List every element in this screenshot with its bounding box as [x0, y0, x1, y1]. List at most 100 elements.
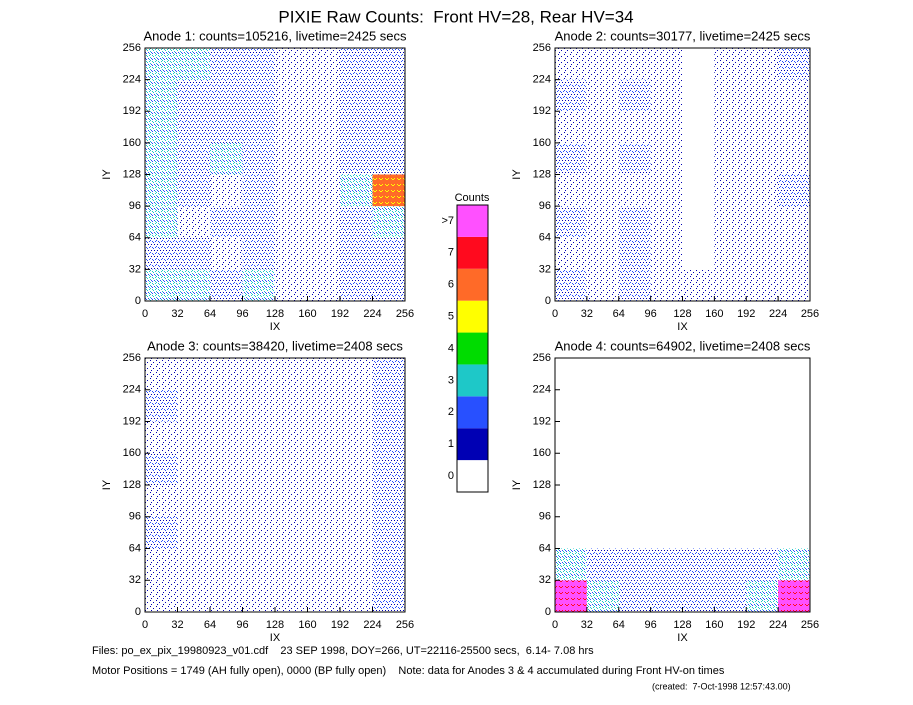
heatmap-cell	[242, 358, 275, 390]
heatmap-cell	[242, 516, 275, 549]
heatmap-cell	[210, 269, 243, 301]
heatmap-cell	[650, 580, 683, 612]
heatmap-cell	[586, 548, 619, 581]
heatmap-cell	[555, 485, 587, 517]
heatmap-cell	[682, 79, 715, 112]
colorbar-label: 0	[448, 470, 454, 482]
heatmap-cell	[275, 485, 308, 517]
heatmap-cell	[340, 548, 373, 581]
colorbar-swatch	[457, 428, 488, 461]
heatmap-cell	[618, 548, 651, 581]
heatmap-cell	[177, 48, 210, 80]
heatmap-cell	[177, 269, 210, 301]
heatmap-cell	[340, 421, 373, 454]
heatmap-cell	[682, 358, 715, 390]
heatmap-cell	[682, 142, 715, 175]
heatmap-cell	[242, 269, 275, 301]
heatmap-cell	[555, 269, 587, 301]
heatmap-cell	[714, 358, 747, 390]
heatmap-cell	[372, 142, 405, 175]
heatmap-cell	[242, 580, 275, 612]
heatmap-cell	[275, 516, 308, 549]
heatmap-cell	[307, 453, 340, 485]
heatmap-cell	[586, 516, 619, 549]
heatmap-cell	[177, 580, 210, 612]
heatmap-cell	[275, 389, 308, 422]
heatmap-cell	[555, 453, 587, 485]
heatmap-cell	[177, 421, 210, 454]
heatmap-cell	[650, 79, 683, 112]
y-tick-label: 64	[129, 542, 141, 554]
heatmap-cell	[618, 516, 651, 549]
x-tick-label: 256	[801, 619, 819, 631]
heatmap-cell	[746, 48, 779, 80]
heatmap-cell	[210, 206, 243, 238]
heatmap-cell	[778, 79, 810, 112]
x-tick-label: 96	[236, 308, 248, 320]
heatmap-cell	[372, 48, 405, 80]
heatmap-cell	[275, 421, 308, 454]
heatmap-cell	[177, 206, 210, 238]
heatmap-cell	[778, 206, 810, 238]
y-tick-label: 256	[123, 42, 141, 54]
colorbar-label: 5	[448, 311, 454, 323]
heatmap-cell	[682, 269, 715, 301]
heatmap-cell	[242, 421, 275, 454]
heatmap-cell	[586, 580, 619, 612]
x-tick-label: 64	[204, 308, 216, 320]
heatmap-cell	[242, 48, 275, 80]
heatmap-cell	[275, 142, 308, 175]
heatmap-cell	[746, 485, 779, 517]
heatmap-cell	[242, 548, 275, 581]
heatmap-cell	[682, 453, 715, 485]
heatmap-cell	[778, 237, 810, 270]
heatmap-cell	[210, 79, 243, 112]
x-tick-label: 0	[552, 308, 558, 320]
heatmap-cell	[586, 485, 619, 517]
heatmap-cell	[307, 516, 340, 549]
colorbar-swatch	[457, 364, 488, 397]
heatmap-cell	[372, 206, 405, 238]
heatmap-cell	[307, 206, 340, 238]
y-tick-label: 192	[123, 105, 141, 117]
heatmap-cell	[340, 237, 373, 270]
heatmap-cell	[746, 174, 779, 207]
colorbar-label: 1	[448, 438, 454, 450]
x-axis-label: IX	[677, 321, 688, 333]
y-tick-label: 32	[129, 574, 141, 586]
y-tick-label: 256	[123, 352, 141, 364]
heatmap-cell	[586, 79, 619, 112]
heatmap-cell	[586, 389, 619, 422]
heatmap-cell	[618, 79, 651, 112]
heatmap-cell	[778, 48, 810, 80]
x-tick-label: 256	[396, 619, 414, 631]
heatmap-cell	[340, 174, 373, 207]
heatmap-cell	[555, 237, 587, 270]
heatmap-cell	[714, 269, 747, 301]
heatmap-cell	[746, 421, 779, 454]
heatmap-cell	[145, 269, 178, 301]
heatmap-cell	[340, 516, 373, 549]
x-tick-label: 128	[673, 308, 691, 320]
heatmap-cell	[682, 421, 715, 454]
heatmap-cell	[177, 516, 210, 549]
heatmap-cell	[372, 548, 405, 581]
heatmap-cell	[682, 237, 715, 270]
heatmap-cell	[714, 548, 747, 581]
x-tick-label: 224	[363, 619, 381, 631]
colorbar-label: >7	[441, 215, 454, 227]
x-tick-label: 128	[673, 619, 691, 631]
x-axis-label: IX	[270, 321, 281, 333]
y-tick-label: 224	[123, 74, 141, 86]
heatmap-cell	[555, 516, 587, 549]
x-tick-label: 32	[171, 619, 183, 631]
heatmap-cell	[618, 453, 651, 485]
y-tick-label: 32	[539, 574, 551, 586]
heatmap-cell	[307, 269, 340, 301]
heatmap-cell	[778, 516, 810, 549]
heatmap-cell	[242, 485, 275, 517]
heatmap-cell	[177, 79, 210, 112]
heatmap-cell	[275, 206, 308, 238]
y-tick-label: 64	[129, 232, 141, 244]
heatmap-cell	[177, 453, 210, 485]
